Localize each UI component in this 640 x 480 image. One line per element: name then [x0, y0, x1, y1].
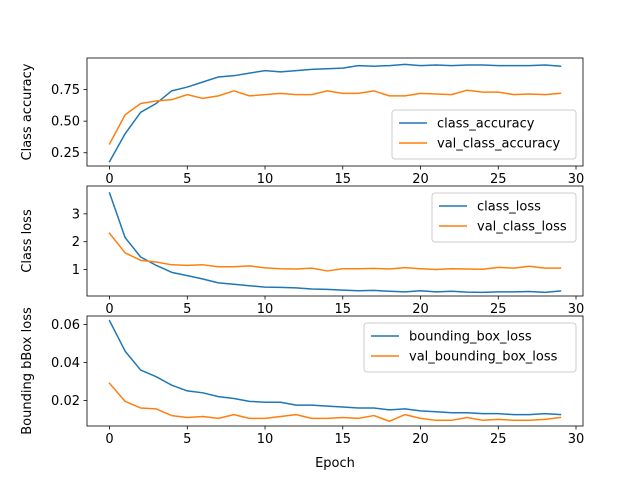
- x-tick-label: 20: [412, 302, 429, 317]
- x-tick-label: 10: [257, 432, 274, 447]
- series-line-val-class-loss: [108, 232, 562, 272]
- series-line-val-class-accuracy: [108, 89, 562, 145]
- x-tick-label: 20: [412, 172, 429, 187]
- x-tick-label: 20: [412, 432, 429, 447]
- y-tick-label: 0.04: [51, 356, 80, 371]
- x-tick-label: 5: [183, 432, 191, 447]
- legend: bounding_box_loss val_bounding_box_loss: [363, 322, 577, 373]
- legend-label-val-class-loss: val_class_loss: [477, 220, 567, 235]
- legend-box: [431, 192, 577, 243]
- x-tick-label: 25: [490, 172, 507, 187]
- legend-label-bounding-box-loss: bounding_box_loss: [409, 330, 532, 345]
- x-tick-label: 15: [335, 172, 352, 187]
- series-line-val-bounding-box-loss: [108, 382, 562, 423]
- legend-label-val-bounding-box-loss: val_bounding_box_loss: [409, 350, 558, 365]
- y-tick-label: 0.50: [51, 115, 80, 130]
- series-line-bounding-box-loss: [108, 319, 562, 416]
- x-axis-label: Epoch: [315, 456, 355, 471]
- y-axis-label: Class accuracy: [20, 63, 35, 160]
- x-tick-label: 30: [568, 302, 585, 317]
- axes-frame: [86, 57, 584, 167]
- legend-box: [363, 322, 577, 373]
- axes-frame: [86, 315, 584, 427]
- x-tick-label: 15: [335, 302, 352, 317]
- y-axis-label: Class loss: [20, 209, 35, 273]
- x-tick-label: 10: [257, 302, 274, 317]
- y-tick-label: 0.02: [51, 394, 80, 409]
- x-tick-label: 0: [105, 172, 113, 187]
- x-tick-label: 5: [183, 302, 191, 317]
- x-tick-label: 25: [490, 302, 507, 317]
- chart-panel-2: 0 5 10 15 20 25 30 1 2 3 Class loss class_loss val_c…: [20, 185, 585, 317]
- y-tick-label: 3: [72, 207, 80, 222]
- x-tick-label: 0: [105, 432, 113, 447]
- x-tick-label: 5: [183, 172, 191, 187]
- x-tick-label: 10: [257, 172, 274, 187]
- chart-panel-1: 0 5 10 15 20 25 30 0.25 0.50 0.75 Class accuracy cl…: [20, 57, 585, 187]
- legend-label-class-accuracy: class_accuracy: [437, 117, 535, 132]
- y-tick-label: 0.75: [51, 83, 80, 98]
- legend-label-class-loss: class_loss: [477, 200, 541, 215]
- series-line-class-loss: [108, 192, 562, 294]
- legend-label-val-class-accuracy: val_class_accuracy: [437, 137, 561, 152]
- x-tick-label: 0: [105, 302, 113, 317]
- x-tick-label: 15: [335, 432, 352, 447]
- chart-panel-3: 0 5 10 15 20 25 30 0.02 0.04 0.06 Bounding bBox lo…: [20, 307, 584, 471]
- x-tick-label: 30: [568, 432, 585, 447]
- legend: class_loss val_class_loss: [431, 192, 577, 243]
- axes-frame: [86, 185, 584, 297]
- x-tick-label: 25: [490, 432, 507, 447]
- y-tick-label: 0.06: [51, 318, 80, 333]
- y-tick-label: 2: [72, 235, 80, 250]
- y-tick-label: 0.25: [51, 146, 80, 161]
- y-axis-label: Bounding bBox loss: [20, 307, 35, 435]
- legend-box: [391, 109, 577, 160]
- legend: class_accuracy val_class_accuracy: [391, 109, 577, 160]
- series-line-class-accuracy: [108, 63, 562, 163]
- x-tick-label: 30: [568, 172, 585, 187]
- y-tick-label: 1: [72, 263, 80, 278]
